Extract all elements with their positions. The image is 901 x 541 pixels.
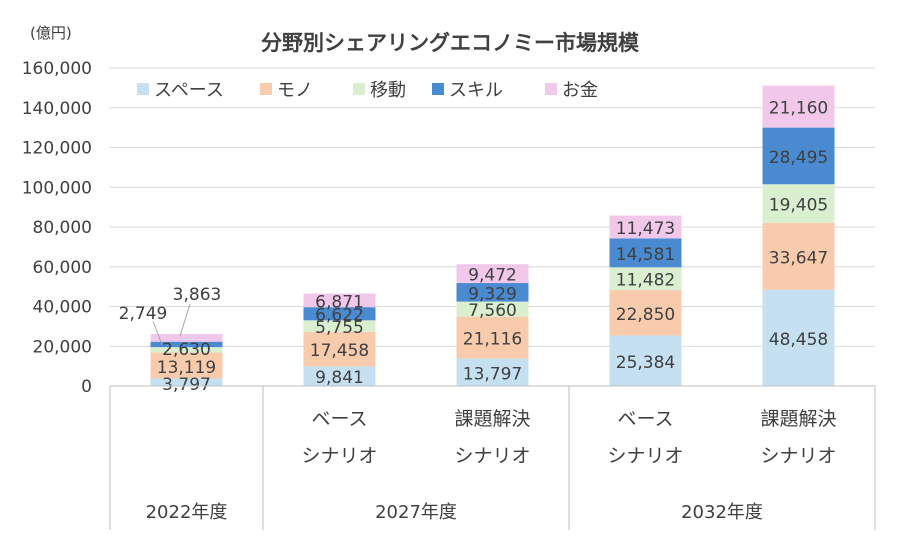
bar-segment [456,264,529,284]
data-label: 14,581 [616,245,675,265]
y-tick-label: 60,000 [33,258,92,278]
data-label: 13,797 [463,364,522,384]
legend-swatch [353,83,365,95]
data-label: 3,797 [162,375,211,395]
bar-segment [303,293,376,308]
data-label: 2,630 [162,340,211,360]
data-label: 21,160 [769,99,828,119]
y-tick-label: 160,000 [22,59,92,79]
bar-segment [762,85,835,128]
x-tick-label: シナリオ [454,445,530,467]
bar-segment [303,331,376,367]
bar-segment [456,358,529,386]
y-tick-label: 120,000 [22,139,92,159]
bar-segment [303,320,376,332]
legend-label: 移動 [370,80,406,101]
data-label: 5,755 [315,318,364,338]
legend-swatch [137,83,149,95]
bar-segment [762,184,835,223]
x-tick-label: 課題解決 [760,408,836,430]
data-label: 11,473 [616,219,675,239]
x-tick-label: シナリオ [301,445,377,467]
bar-segment [150,352,223,379]
data-label: 22,850 [616,305,675,325]
data-label: 17,458 [310,341,369,361]
data-label: 11,482 [616,271,675,291]
data-label: 6,622 [315,306,364,326]
x-tick-label: シナリオ [760,445,836,467]
data-label: 13,119 [157,358,216,378]
bar-segment [456,283,529,302]
data-label: 48,458 [769,330,828,350]
legend-label: スキル [449,80,503,101]
bar-segment [456,301,529,317]
data-label: 33,647 [769,248,828,268]
leader-line [152,320,163,346]
legend-swatch [545,83,557,95]
bar-segment [609,335,682,386]
bar-segment [456,316,529,359]
x-group-label: 2022年度 [146,502,228,523]
data-label: 28,495 [769,148,828,168]
y-tick-label: 100,000 [22,178,92,198]
x-tick-label: 課題解決 [454,408,530,430]
bar-segment [150,334,223,342]
data-label: 25,384 [616,353,675,373]
bar-segment [303,307,376,321]
x-group-label: 2027年度 [375,502,457,523]
legend-label: モノ [277,80,313,101]
bar-segment [303,366,376,386]
chart-title: 分野別シェアリングエコノミー市場規模 [261,31,640,55]
data-label: 6,871 [315,292,364,312]
bar-segment [762,127,835,185]
legend-swatch [432,83,444,95]
bar-segment [150,347,223,353]
data-label: 3,863 [173,285,222,305]
y-tick-label: 80,000 [33,218,92,238]
x-tick-label: シナリオ [607,445,683,467]
bar-segment [609,267,682,291]
legend-swatch [260,83,272,95]
bar-segment [762,222,835,290]
bar-stacks [150,85,835,386]
data-label: 19,405 [769,196,828,216]
bar-segment [762,289,835,386]
data-label: 2,749 [119,304,168,324]
x-tick-label: ベース [311,408,367,430]
bar-segment [609,215,682,239]
data-label: 9,329 [468,284,517,304]
bar-segment [609,238,682,268]
legend-label: お金 [562,80,598,101]
x-tick-label: ベース [617,408,673,430]
y-tick-label: 20,000 [33,337,92,357]
data-label: 21,116 [463,330,522,350]
data-label: 9,472 [468,266,517,286]
y-tick-label: 40,000 [33,298,92,318]
gridlines [110,67,875,387]
x-group-label: 2032年度 [681,502,763,523]
legend: スペース モノ 移動 スキル お金 [137,80,598,101]
y-tick-label: 140,000 [22,99,92,119]
leader-line [179,303,191,337]
legend-label: スペース [154,80,224,101]
y-axis-tick-labels: 0 20,000 40,000 60,000 80,000 100,000 120,000 1… [22,59,92,397]
y-tick-label: 0 [81,377,92,397]
unit-label: (億円) [30,24,72,42]
data-label: 9,841 [315,368,364,388]
bar-segment [150,378,223,386]
bar-segment [150,341,223,348]
data-label: 7,560 [468,301,517,321]
bar-segment [609,290,682,336]
